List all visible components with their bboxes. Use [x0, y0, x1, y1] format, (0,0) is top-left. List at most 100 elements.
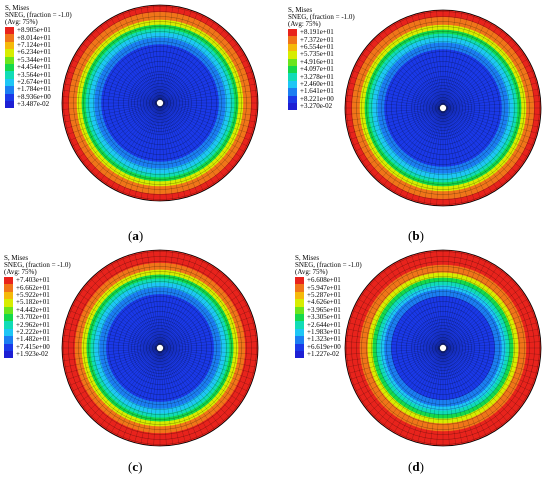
mesh-radial [445, 34, 508, 106]
mesh-radial [160, 5, 173, 100]
mesh-radial [350, 349, 440, 380]
legend-sneg: SNEG, (fraction = -1.0) [5, 11, 72, 19]
mesh-radial [446, 304, 531, 347]
mesh-radial [75, 349, 157, 398]
mesh-radial [82, 288, 157, 346]
legend-value: +7.403e+01 [16, 276, 50, 285]
legend-swatch [4, 343, 13, 351]
mesh-radial [405, 111, 442, 199]
mesh-radial [140, 351, 160, 445]
mesh-radial [445, 111, 503, 186]
mesh-radial [160, 106, 173, 201]
mesh-radial [160, 251, 180, 345]
mesh-radial [444, 351, 493, 433]
legend-swatch [295, 321, 304, 329]
contour-plot [61, 249, 259, 447]
mesh-radial [110, 106, 159, 188]
mesh-radial [110, 263, 159, 345]
mesh-radial [444, 351, 481, 439]
mesh-radial [72, 59, 157, 102]
legend-swatch [5, 86, 14, 94]
mesh-radial [162, 350, 230, 418]
mesh-radial [443, 351, 450, 446]
mesh-radial [147, 250, 160, 345]
caption: (d) [408, 459, 424, 474]
legend-value: +4.916e+01 [300, 57, 334, 66]
mesh-radial [446, 53, 525, 106]
legend-value: +6.619e+00 [307, 342, 341, 351]
legend-row: +8.014e+01 [5, 34, 72, 42]
legend-value: +7.124e+01 [17, 40, 51, 49]
mesh-radial [82, 105, 157, 163]
legend-row: +5.735e+01 [288, 50, 355, 59]
mesh-radial [443, 111, 463, 205]
legend: S, Mises SNEG, (fraction = -1.0) (Avg: 7… [288, 7, 355, 111]
mesh-radial [348, 108, 440, 134]
legend-swatch [4, 277, 13, 285]
mesh-radial [345, 95, 440, 108]
legend-swatch [5, 78, 14, 87]
legend-row: +1.323e+01 [295, 336, 362, 344]
mesh-radial [90, 350, 158, 418]
mesh-radial [373, 38, 441, 106]
legend-title: S, Mises [5, 4, 30, 12]
mesh-radial [163, 310, 251, 347]
mesh-radial [445, 30, 503, 105]
legend-swatch [288, 36, 297, 44]
legend-value: +5.735e+01 [300, 50, 334, 59]
mesh-radial [128, 255, 159, 345]
mesh-radial [388, 266, 441, 345]
legend-swatch [288, 51, 297, 59]
mesh-radial [163, 349, 248, 392]
mesh-radial [436, 351, 443, 446]
mesh-radial [163, 83, 257, 103]
mesh-radial [110, 351, 159, 433]
mesh-radial [163, 103, 257, 123]
legend-row: +3.702e+01 [4, 314, 71, 322]
legend-row: +8.905e+01 [5, 27, 72, 35]
legend-row: +1.482e+01 [4, 336, 71, 344]
mesh-radial [160, 253, 186, 345]
mesh-radial [122, 12, 159, 100]
mesh-radial [445, 111, 498, 190]
legend-swatch [4, 321, 13, 329]
mesh-radial [95, 29, 158, 101]
legend-row: +7.124e+01 [5, 40, 72, 50]
legend-row: +1.983e+01 [295, 328, 362, 337]
legend-sneg: SNEG, (fraction = -1.0) [4, 261, 71, 269]
mesh-radial [383, 111, 441, 186]
mesh-radial [162, 274, 225, 346]
mesh-radial [405, 17, 442, 105]
mesh-radial [446, 88, 540, 108]
mesh-radial [358, 298, 440, 347]
legend-row: +5.287e+01 [295, 291, 362, 300]
legend-row: +2.222e+01 [4, 328, 71, 337]
mesh-radial [444, 15, 475, 105]
mesh-radial [405, 257, 442, 345]
legend-value: +8.191e+01 [300, 28, 334, 37]
mesh-radial [446, 341, 541, 348]
mesh-radial [446, 348, 541, 355]
mesh-radial [163, 71, 253, 102]
caption: (b) [408, 228, 424, 243]
legend-value: +1.784e+01 [17, 85, 51, 94]
mesh-radial [444, 351, 475, 441]
mesh-radial [444, 111, 481, 199]
legend-value: +5.182e+01 [16, 298, 50, 307]
mesh-radial [163, 59, 248, 102]
mesh-radial [446, 293, 525, 346]
mesh-radial [446, 349, 528, 398]
mesh-radial [443, 111, 450, 206]
mesh-radial [110, 18, 159, 100]
mesh-radial [361, 293, 440, 346]
legend-value: +7.372e+01 [300, 35, 334, 44]
mesh-radial [160, 106, 180, 200]
mesh-radial [69, 310, 157, 347]
mesh-radial [369, 283, 441, 346]
legend-swatch [295, 336, 304, 344]
legend-row: +1.227e-02 [295, 351, 362, 359]
mesh-radial [443, 351, 456, 446]
mesh-radial [160, 250, 167, 345]
legend-swatch [5, 100, 14, 109]
mesh-radial [346, 348, 440, 368]
